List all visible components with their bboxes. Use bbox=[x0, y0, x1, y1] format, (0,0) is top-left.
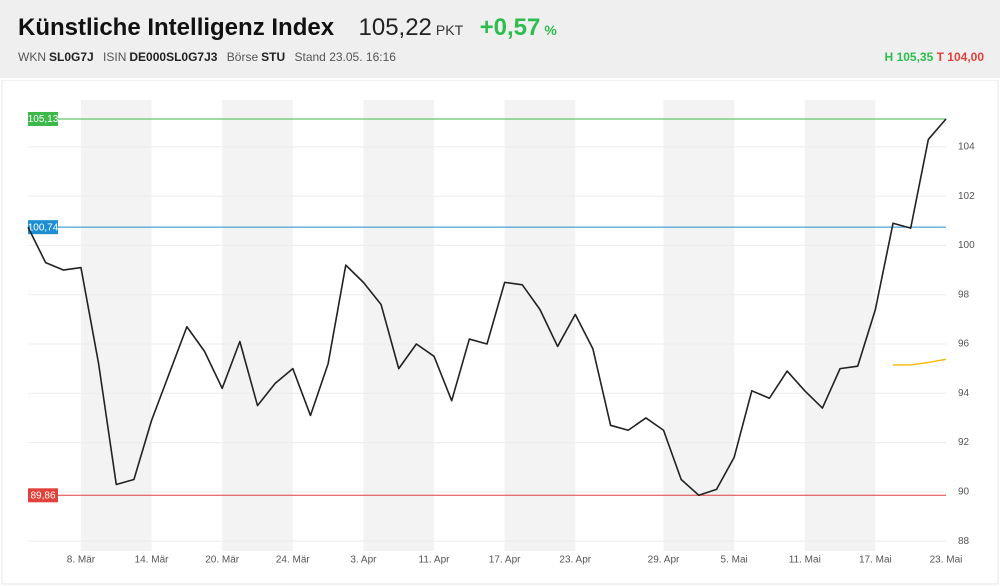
header-row: Künstliche Intelligenz Index 105,22 PKT +… bbox=[18, 14, 557, 42]
meta-label: ISIN bbox=[103, 50, 127, 64]
series-line bbox=[27, 118, 947, 497]
chart: 88 90 92 94 96 98 100 102 104 8. Mär 14. Mär 20. Mä… bbox=[1, 80, 999, 585]
week-band bbox=[80, 100, 152, 551]
x-tick-label: 20. Mär bbox=[205, 555, 240, 566]
x-tick-label: 23. Mai bbox=[930, 555, 963, 566]
y-tick-label: 104 bbox=[958, 141, 975, 152]
x-tick-label: 8. Mär bbox=[67, 555, 96, 566]
meta-label: Börse bbox=[226, 50, 259, 64]
reference-label-box bbox=[28, 111, 58, 126]
reference-label: 105,13 bbox=[28, 114, 59, 125]
x-tick-label: 11. Apr bbox=[419, 555, 451, 566]
stand: Stand 23.05. 16:16 bbox=[294, 50, 396, 64]
series-line bbox=[893, 358, 947, 366]
x-tick-label: 3. Apr bbox=[350, 555, 377, 566]
change-unit: % bbox=[544, 22, 557, 38]
unit: PKT bbox=[435, 22, 464, 38]
reference-label: 100,74 bbox=[28, 222, 59, 233]
meta-value: SL0G7J bbox=[49, 50, 94, 64]
y-tick-label: 102 bbox=[958, 191, 975, 202]
y-tick-label: 88 bbox=[958, 536, 970, 547]
y-tick-label: 96 bbox=[958, 339, 970, 350]
high-low: H 105,35 T 104,00 bbox=[885, 50, 984, 64]
x-tick-label: 5. Mai bbox=[721, 555, 748, 566]
y-tick-label: 100 bbox=[958, 240, 975, 251]
high: 105,35 bbox=[896, 50, 934, 64]
x-tick-label: 24. Mär bbox=[276, 555, 311, 566]
x-tick-label: 23. Apr bbox=[559, 555, 591, 566]
change: +0,57 bbox=[479, 14, 541, 41]
high-label: H bbox=[884, 50, 894, 64]
low: 104,00 bbox=[947, 50, 984, 64]
title: Künstliche Intelligenz Index bbox=[18, 14, 335, 41]
meta-value: DE000SL0G7J3 bbox=[129, 50, 218, 64]
reference-label: 89,86 bbox=[30, 490, 55, 501]
meta-value: STU bbox=[261, 50, 286, 64]
header: Künstliche Intelligenz Index 105,22 PKT +… bbox=[0, 0, 1000, 78]
x-tick-label: 17. Apr bbox=[489, 555, 521, 566]
x-tick-label: 17. Mai bbox=[859, 555, 892, 566]
y-tick-label: 98 bbox=[958, 289, 970, 300]
week-band bbox=[363, 100, 435, 551]
week-band bbox=[222, 100, 293, 551]
y-tick-label: 92 bbox=[958, 437, 970, 448]
week-band bbox=[804, 100, 876, 551]
reference-label-box bbox=[28, 488, 58, 503]
reference-label-box bbox=[28, 220, 58, 235]
meta-label: WKN bbox=[18, 50, 46, 64]
meta-row: WKN SL0G7J ISIN DE000SL0G7J3 Börse STU Stan… bbox=[18, 50, 396, 64]
x-tick-label: 11. Mai bbox=[789, 555, 821, 566]
x-tick-label: 29. Apr bbox=[648, 555, 680, 566]
y-tick-label: 90 bbox=[958, 486, 970, 497]
low-label: T bbox=[936, 50, 944, 64]
week-band bbox=[663, 100, 735, 551]
y-tick-label: 94 bbox=[958, 388, 970, 399]
x-tick-label: 14. Mär bbox=[135, 555, 170, 566]
price: 105,22 bbox=[358, 14, 432, 41]
week-band bbox=[504, 100, 576, 551]
